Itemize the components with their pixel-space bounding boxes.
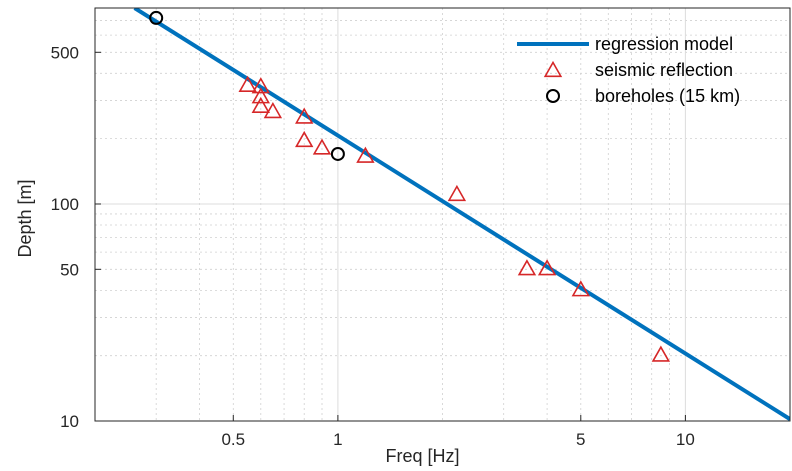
seismic-reflection-point: [238, 75, 257, 92]
seismic-reflection-point: [251, 77, 270, 94]
x-axis-ticks: 0.5 1 5 10: [221, 415, 695, 449]
seismic-reflection-point: [356, 146, 375, 163]
y-axis-label: Depth [m]: [15, 179, 35, 257]
x-axis-label: Freq [Hz]: [385, 446, 459, 466]
seismic-reflection-point: [312, 138, 332, 155]
plot-frame: [94, 7, 791, 422]
seismic-reflection-point: [251, 87, 270, 104]
legend: regression model seismic reflection boreho…: [517, 34, 740, 106]
seismic-reflection-point: [447, 184, 467, 202]
y-tick-label: 10: [60, 412, 79, 431]
y-tick-label: 50: [60, 260, 79, 279]
series-layer: [133, 8, 790, 421]
borehole-point: [149, 10, 164, 25]
seismic-reflection-point: [295, 130, 314, 148]
x-tick-label: 5: [576, 430, 585, 449]
x-tick-label: 0.5: [221, 430, 245, 449]
x-tick-label: 10: [676, 430, 695, 449]
y-tick-label: 100: [51, 195, 79, 214]
seismic-reflection-point: [537, 259, 557, 276]
seismic-reflection-point: [251, 96, 270, 114]
x-tick-label: 1: [333, 430, 342, 449]
y-axis-ticks: 10 50 100 500: [51, 43, 101, 431]
legend-circle-swatch: [546, 89, 560, 103]
legend-label: regression model: [595, 34, 733, 54]
y-tick-label: 500: [51, 43, 79, 62]
regression-line: [133, 8, 790, 421]
legend-label: seismic reflection: [595, 60, 733, 80]
seismic-reflection-point: [517, 259, 537, 276]
seismic-reflection-point: [571, 280, 590, 297]
seismic-reflection-point: [651, 345, 671, 362]
legend-label: boreholes (15 km): [595, 86, 740, 106]
seismic-reflection-point: [263, 102, 283, 119]
seismic-reflection-point: [295, 107, 314, 124]
borehole-point: [330, 146, 345, 161]
legend-triangle-swatch: [543, 60, 563, 78]
